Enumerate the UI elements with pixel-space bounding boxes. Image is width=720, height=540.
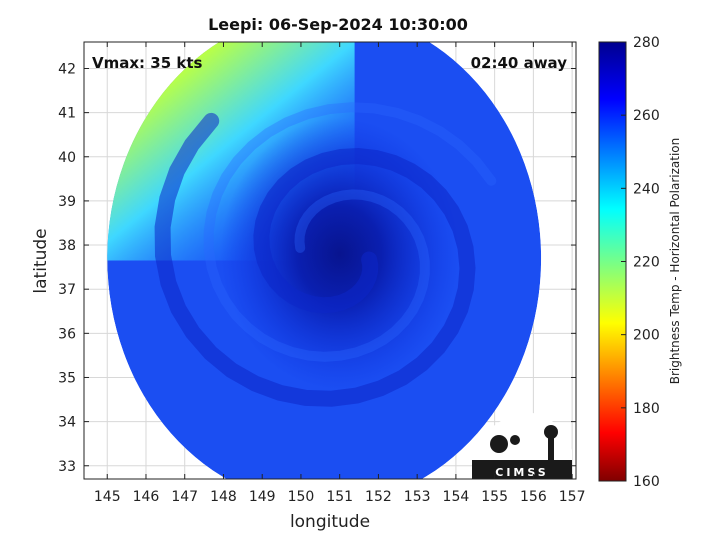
- logo-text: CIMSS: [495, 466, 548, 479]
- colorbar-label: Brightness Temp - Horizontal Polarizatio…: [668, 138, 682, 385]
- x-tick-label: 153: [404, 489, 431, 505]
- y-tick-label: 38: [58, 238, 76, 254]
- vmax-label: Vmax: 35 kts: [92, 54, 202, 72]
- colorbar: 160 180 200 220 240 260 280 Brightness Temp - …: [598, 35, 682, 490]
- y-tick-label: 36: [58, 326, 76, 342]
- logo-dish: [490, 435, 508, 453]
- x-tick-label: 152: [365, 489, 392, 505]
- logo-tower: [548, 438, 554, 462]
- y-tick-label: 41: [58, 106, 76, 122]
- x-tick-label: 154: [443, 489, 470, 505]
- y-tick-label: 39: [58, 194, 76, 210]
- y-tick-label: 42: [58, 61, 76, 77]
- x-tick-label: 148: [210, 489, 237, 505]
- y-tick-label: 37: [58, 282, 76, 298]
- colorbar-tick-label: 260: [633, 108, 660, 124]
- x-tick-label: 149: [249, 489, 276, 505]
- brightness-field: [107, 42, 542, 479]
- x-tick-label: 145: [94, 489, 121, 505]
- x-tick-label: 157: [559, 489, 586, 505]
- colorbar-tick-label: 240: [633, 181, 660, 197]
- logo-ground: [472, 460, 572, 479]
- x-tick-label: 151: [326, 489, 353, 505]
- y-tick-label: 34: [58, 415, 76, 431]
- y-tick-label: 35: [58, 370, 76, 386]
- plot-frame: [83, 41, 577, 480]
- cimss-logo: CIMSS: [472, 412, 572, 479]
- spiral-band: [154, 112, 476, 407]
- x-tick-label: 156: [520, 489, 547, 505]
- y-tick-label: 40: [58, 150, 76, 166]
- logo-tower-dome: [544, 425, 558, 439]
- chart-title: Leepi: 06-Sep-2024 10:30:00: [208, 15, 468, 34]
- colorbar-ticks: 160 180 200 220 240 260 280: [621, 35, 660, 490]
- y-axis-label: latitude: [31, 228, 51, 293]
- spiral-bands: [154, 102, 497, 407]
- x-tick-label: 146: [133, 489, 160, 505]
- plot-area: CIMSS Vmax: 35 kts 02:40 away 145 146 147 1…: [58, 41, 585, 505]
- colorbar-tick-label: 200: [633, 328, 660, 344]
- logo-dish-small: [510, 435, 520, 445]
- x-tick-label: 150: [288, 489, 315, 505]
- colorbar-tick-label: 160: [633, 474, 660, 490]
- x-tick-label: 147: [171, 489, 198, 505]
- colorbar-tick-label: 280: [633, 35, 660, 51]
- y-tick-label: 33: [58, 459, 76, 475]
- time-away-label: 02:40 away: [471, 54, 568, 72]
- spiral-band: [203, 102, 497, 362]
- axis-ticks: 145 146 147 148 149 150 151 152 153 154 155 156 157 3…: [58, 42, 585, 505]
- x-tick-label: 155: [481, 489, 508, 505]
- colorbar-tick-label: 180: [633, 401, 660, 417]
- colorbar-tick-label: 220: [633, 255, 660, 271]
- x-axis-label: longitude: [290, 512, 370, 532]
